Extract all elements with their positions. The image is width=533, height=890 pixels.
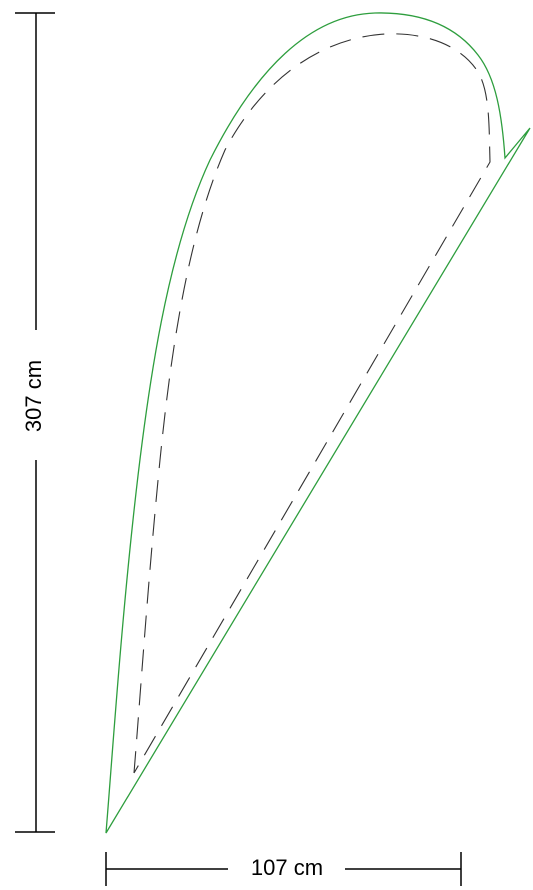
height-dimension: 307 cm <box>15 12 55 833</box>
width-dimension: 107 cm <box>105 852 462 886</box>
height-label: 307 cm <box>21 360 46 432</box>
width-label: 107 cm <box>251 855 323 880</box>
flag-outline <box>105 12 531 834</box>
sew-line <box>133 33 491 774</box>
